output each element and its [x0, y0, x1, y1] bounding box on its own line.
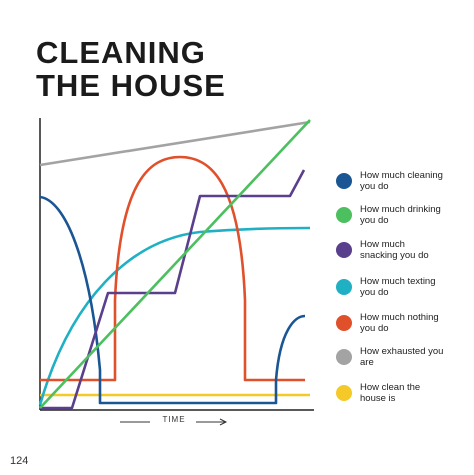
legend-item: How much drinking you do — [336, 204, 466, 226]
legend-label: How much drinking you do — [360, 204, 441, 226]
legend-swatch — [336, 173, 352, 189]
legend-item: How clean the house is — [336, 382, 466, 404]
legend-swatch — [336, 349, 352, 365]
curve — [40, 169, 306, 410]
title-line: THE HOUSE — [36, 68, 226, 103]
x-axis-label: TIME — [162, 415, 186, 424]
legend-item: How much texting you do — [336, 276, 466, 298]
legend-label: How much nothing you do — [360, 312, 439, 334]
page-number: 124 — [10, 455, 29, 467]
legend-label: How much cleaning you do — [360, 170, 443, 192]
legend-label: How much texting you do — [360, 276, 436, 298]
legend-item: How much snacking you do — [336, 239, 466, 261]
curve — [40, 155, 305, 382]
title: CLEANING THE HOUSE — [36, 36, 226, 102]
legend-swatch — [336, 315, 352, 331]
legend-swatch — [336, 385, 352, 401]
legend-swatch — [336, 207, 352, 223]
title-line: CLEANING — [36, 35, 206, 70]
legend-item: How much cleaning you do — [336, 170, 466, 192]
curve — [39, 195, 306, 405]
legend-label: How much snacking you do — [360, 239, 429, 261]
legend-item: How much nothing you do — [336, 312, 466, 334]
curve — [38, 226, 311, 406]
legend-item: How exhausted you are — [336, 346, 466, 368]
legend-label: How clean the house is — [360, 382, 421, 404]
curve — [39, 119, 311, 409]
legend-swatch — [336, 279, 352, 295]
legend-swatch — [336, 242, 352, 258]
time-arrow-head — [219, 418, 228, 426]
curve — [39, 120, 311, 167]
legend-label: How exhausted you are — [360, 346, 444, 368]
